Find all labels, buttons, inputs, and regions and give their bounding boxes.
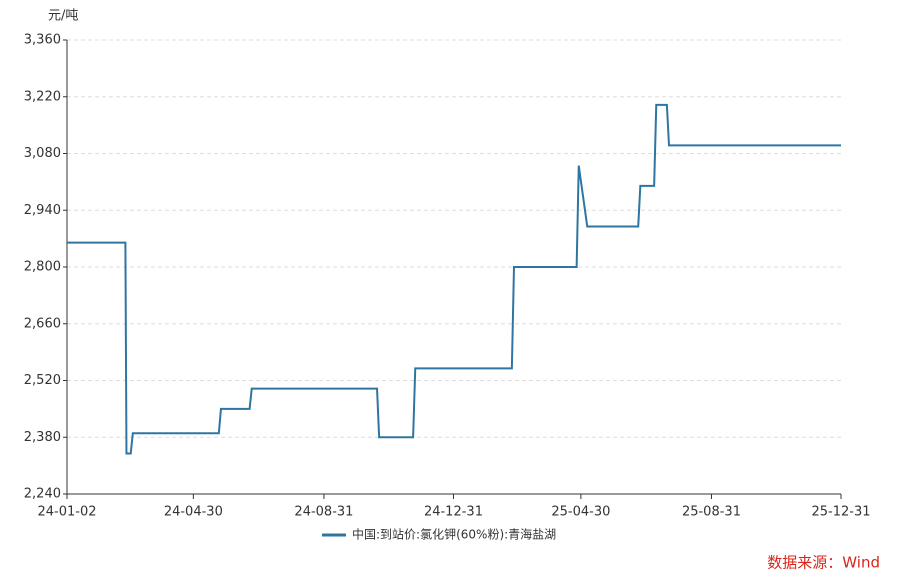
x-tick-label: 24-08-31	[294, 505, 353, 520]
y-tick-label: 2,380	[24, 430, 61, 445]
y-tick-label: 2,520	[24, 373, 61, 388]
x-tick-label: 25-08-31	[682, 505, 741, 520]
x-tick-label: 24-12-31	[424, 505, 483, 520]
x-tick-label: 24-04-30	[164, 505, 223, 520]
y-tick-label: 2,800	[24, 260, 61, 275]
y-tick-label: 3,220	[24, 89, 61, 104]
unit-label: 元/吨	[48, 9, 78, 24]
x-tick-label: 24-01-02	[37, 505, 96, 520]
x-tick-label: 25-04-30	[551, 505, 610, 520]
y-tick-label: 2,940	[24, 203, 61, 218]
source: 数据来源：Wind	[767, 554, 880, 572]
y-tick-label: 3,360	[24, 33, 61, 48]
x-tick-label: 25-12-31	[811, 505, 870, 520]
y-tick-label: 3,080	[24, 146, 61, 161]
y-tick-label: 2,240	[24, 487, 61, 502]
data-line	[67, 103, 841, 455]
legend-label: 中国:到站价:氯化钾(60%粉):青海盐湖	[352, 527, 556, 542]
y-tick-label: 2,660	[24, 316, 61, 331]
